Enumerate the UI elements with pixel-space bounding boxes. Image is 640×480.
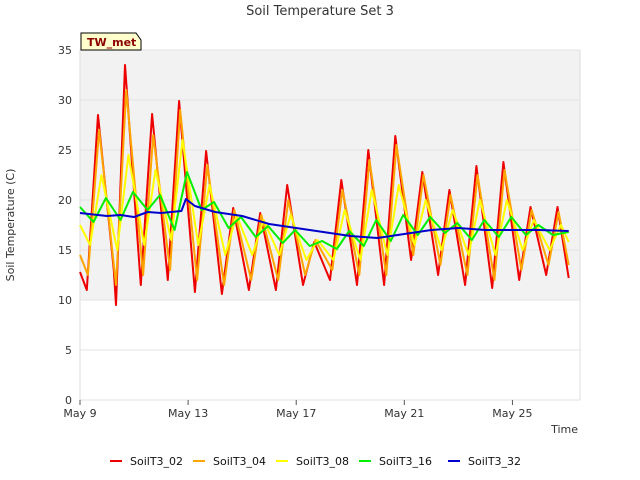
y-tick-label: 0 (65, 394, 72, 407)
series-line-soilt3_04 (79, 89, 570, 286)
x-axis: May 9 May 13 May 17 May 21 May 25 (63, 400, 533, 420)
x-tick-label: May 9 (63, 407, 96, 420)
y-tick-label: 10 (58, 294, 72, 307)
legend-label: SoilT3_08 (296, 455, 349, 468)
y-tick-label: 25 (58, 144, 72, 157)
y-tick-label: 5 (65, 344, 72, 357)
y-tick-label: 20 (58, 194, 72, 207)
x-tick-label: May 13 (168, 407, 208, 420)
station-badge: TW_met (80, 32, 142, 51)
y-axis-label: Soil Temperature (C) (4, 169, 17, 282)
y-tick-label: 30 (58, 94, 72, 107)
station-badge-box (80, 32, 142, 51)
y-tick-label: 35 (58, 44, 72, 57)
series-line-soilt3_16 (79, 171, 569, 250)
x-tick-label: May 21 (384, 407, 424, 420)
chart-title: Soil Temperature Set 3 (246, 4, 394, 19)
legend-label: SoilT3_16 (379, 455, 432, 468)
legend-label: SoilT3_32 (468, 455, 521, 468)
station-badge-label: TW_met (87, 36, 136, 49)
legend-label: SoilT3_02 (130, 455, 183, 468)
legend: SoilT3_02 SoilT3_04 SoilT3_08 SoilT3_16 Soil… (110, 455, 521, 468)
x-axis-label: Time (550, 423, 578, 436)
y-tick-label: 15 (58, 244, 72, 257)
x-tick-label: May 17 (276, 407, 316, 420)
legend-label: SoilT3_04 (213, 455, 266, 468)
series-lines (79, 64, 570, 306)
series-line-soilt3_32 (79, 198, 569, 239)
x-tick-label: May 25 (492, 407, 532, 420)
series-line-soilt3_08 (79, 139, 570, 261)
